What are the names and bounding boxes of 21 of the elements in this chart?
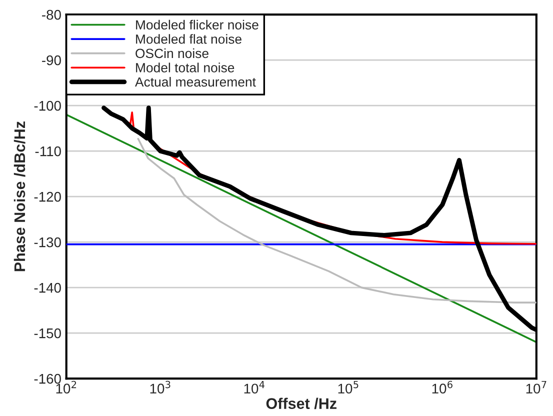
y-tick-label: -130: [34, 237, 61, 248]
y-tick-label: -150: [34, 328, 61, 338]
y-tick-label: -90: [42, 55, 61, 66]
y-tick-label: -140: [34, 282, 61, 293]
y-tick-label: -100: [34, 100, 61, 111]
legend-label: Modeled flat noise: [136, 34, 242, 44]
y-axis-title: Phase Noise /dBc/Hz: [14, 122, 26, 272]
legend-label: Model total noise: [136, 62, 234, 72]
legend-label: Modeled flicker noise: [136, 20, 258, 30]
y-tick-label: -110: [35, 146, 61, 156]
x-tick-label: 10$^{5}$: [338, 380, 358, 394]
y-tick-label: -160: [34, 374, 61, 384]
y-tick-label: -80: [42, 10, 61, 20]
legend-label: Actual measurement: [135, 76, 256, 87]
x-tick-label: 10$^{6}$: [432, 380, 452, 394]
y-tick-label: -120: [34, 192, 61, 202]
x-tick-label: 10$^{3}$: [150, 380, 170, 394]
x-axis-title: Offset /Hz: [266, 398, 336, 410]
legend-label: OSCin noise: [136, 48, 208, 58]
x-tick-label: 10$^{7}$: [526, 380, 546, 394]
x-tick-label: 10$^{4}$: [244, 380, 264, 394]
